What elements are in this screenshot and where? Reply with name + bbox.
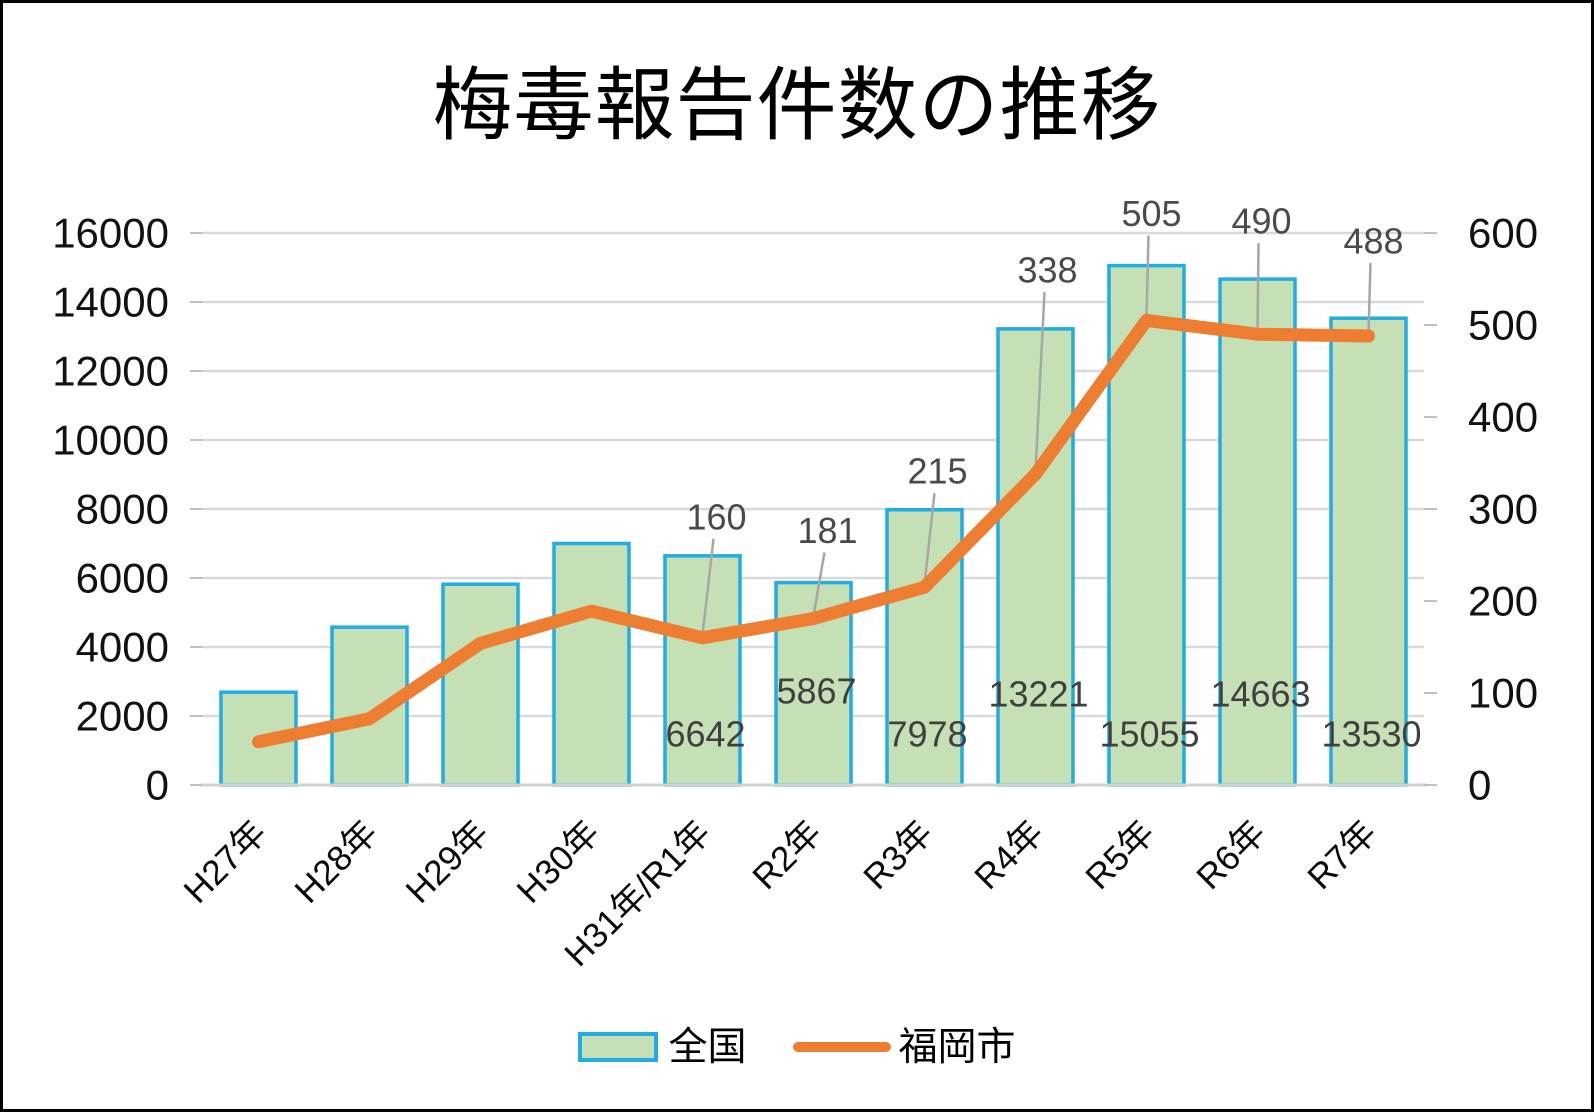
bar-data-label: 5867	[776, 671, 856, 712]
leader-line	[1256, 243, 1260, 332]
leader-line	[1367, 263, 1372, 334]
right-axis-tick-label: 600	[1468, 210, 1538, 257]
right-axis-tick-label: 0	[1468, 762, 1491, 809]
line-data-label: 505	[1121, 193, 1181, 234]
x-axis-label: R3年	[856, 813, 940, 897]
left-axis-tick-label: 2000	[76, 693, 169, 740]
x-axis-label: R5年	[1078, 813, 1162, 897]
bar-data-label: 7978	[887, 714, 967, 755]
x-axis-label: H29年	[398, 813, 496, 911]
right-axis-tick-label: 200	[1468, 578, 1538, 625]
left-axis-tick-label: 6000	[76, 555, 169, 602]
bar	[441, 582, 520, 787]
left-axis-tick-label: 8000	[76, 486, 169, 533]
chart-title: 梅毒報告件数の推移	[432, 61, 1162, 150]
legend-label-national: 全国	[668, 1025, 747, 1069]
bar	[1107, 263, 1186, 787]
bar-series-swatch	[578, 1032, 659, 1062]
line-data-label: 181	[797, 510, 857, 551]
left-axis-tick-label: 0	[146, 762, 169, 809]
right-axis-tick-label: 300	[1468, 486, 1538, 533]
bar	[996, 327, 1075, 787]
line-series-swatch	[792, 1042, 891, 1052]
left-axis-tick-label: 12000	[52, 348, 169, 395]
x-axis-label: R2年	[745, 813, 829, 897]
x-axis-label: R7年	[1300, 813, 1384, 897]
bar-data-label: 15055	[1099, 714, 1199, 755]
line-data-label: 215	[907, 451, 967, 492]
left-axis-tick-label: 4000	[76, 624, 169, 671]
bar-data-label: 13530	[1321, 714, 1421, 755]
legend-item-national: 全国	[578, 1025, 747, 1069]
right-axis-tick-label: 100	[1468, 670, 1538, 717]
bar-data-label: 14663	[1210, 674, 1310, 715]
line-data-label: 338	[1017, 250, 1077, 291]
leader-line	[923, 493, 936, 585]
left-axis-tick-label: 14000	[52, 279, 169, 326]
x-axis-label: R6年	[1189, 813, 1273, 897]
x-axis-label: H28年	[287, 813, 385, 911]
legend: 全国 福岡市	[3, 1011, 1591, 1083]
bar	[663, 554, 742, 787]
legend-item-fukuoka: 福岡市	[792, 1025, 1016, 1069]
bar	[552, 541, 631, 787]
x-axis-label: H27年	[176, 813, 274, 911]
x-axis-label: R4年	[967, 813, 1051, 897]
right-axis-tick-label: 500	[1468, 302, 1538, 349]
line-data-label: 488	[1343, 221, 1403, 262]
x-axis-label: H30年	[509, 813, 607, 911]
bar-data-label: 13221	[988, 674, 1088, 715]
plot-area: 0 2000 4000 6000 8000 10000 12000 14000 16000 0 10…	[52, 193, 1538, 974]
line-data-label: 490	[1231, 201, 1291, 242]
line-data-label: 160	[686, 496, 746, 537]
right-axis-tick-label: 400	[1468, 394, 1538, 441]
leader-line	[1034, 291, 1046, 472]
leader-line	[701, 538, 715, 635]
legend-label-fukuoka: 福岡市	[898, 1025, 1016, 1069]
left-axis-tick-label: 10000	[52, 417, 169, 464]
bar-data-label: 6642	[665, 714, 745, 755]
leader-line	[812, 552, 826, 616]
series-line	[252, 313, 1375, 749]
left-axis-tick-label: 16000	[52, 210, 169, 257]
leader-line	[1145, 235, 1150, 318]
